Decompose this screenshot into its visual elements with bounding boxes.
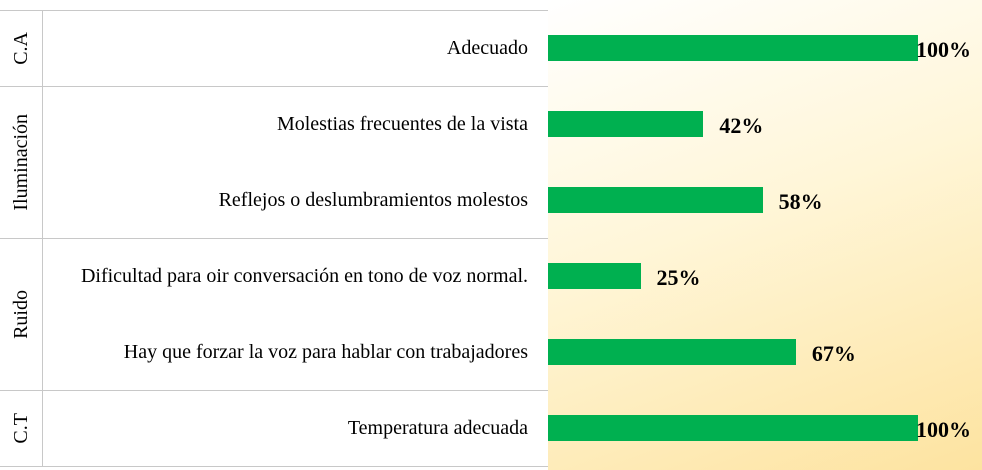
group-cell: C.T [0,390,548,466]
group-cell: C.A [0,10,548,86]
category-label: Adecuado [446,37,528,59]
group-label: C.T [9,413,32,444]
category-label-cell: Dificultad para oir conversación en tono… [50,246,528,306]
group-label-cell: C.A [0,11,43,86]
category-label: Hay que forzar la voz para hablar con tr… [123,341,528,363]
category-label-cell: Adecuado [50,18,528,78]
category-label-cell: Molestias frecuentes de la vista [50,94,528,154]
value-label: 25% [656,265,701,290]
group-label: C.A [9,32,32,65]
category-label: Molestias frecuentes de la vista [276,113,528,135]
category-label-cell: Hay que forzar la voz para hablar con tr… [50,322,528,382]
category-label-cell: Reflejos o deslumbramientos molestos [50,170,528,230]
category-label-cell: Temperatura adecuada [50,398,528,458]
group-cell: Ruido [0,238,548,390]
bar [548,263,641,289]
group-border [0,466,548,467]
category-label: Temperatura adecuada [347,417,528,439]
category-label: Dificultad para oir conversación en tono… [80,265,528,287]
value-label: 100% [916,417,971,442]
value-label: 100% [916,37,971,62]
plot-area [548,0,982,470]
group-cell: Iluminación [0,86,548,238]
bar [548,111,704,137]
group-label-cell: Iluminación [0,87,43,238]
bar [548,339,796,365]
value-label: 42% [719,113,764,138]
category-label: Reflejos o deslumbramientos molestos [218,189,528,211]
group-label: Iluminación [9,114,32,211]
value-label: 67% [811,341,856,366]
group-label: Ruido [9,290,32,339]
bar [548,415,918,441]
bar [548,35,918,61]
group-label-cell: Ruido [0,239,43,390]
value-label: 58% [778,189,823,214]
bar [548,187,763,213]
group-label-cell: C.T [0,391,43,466]
